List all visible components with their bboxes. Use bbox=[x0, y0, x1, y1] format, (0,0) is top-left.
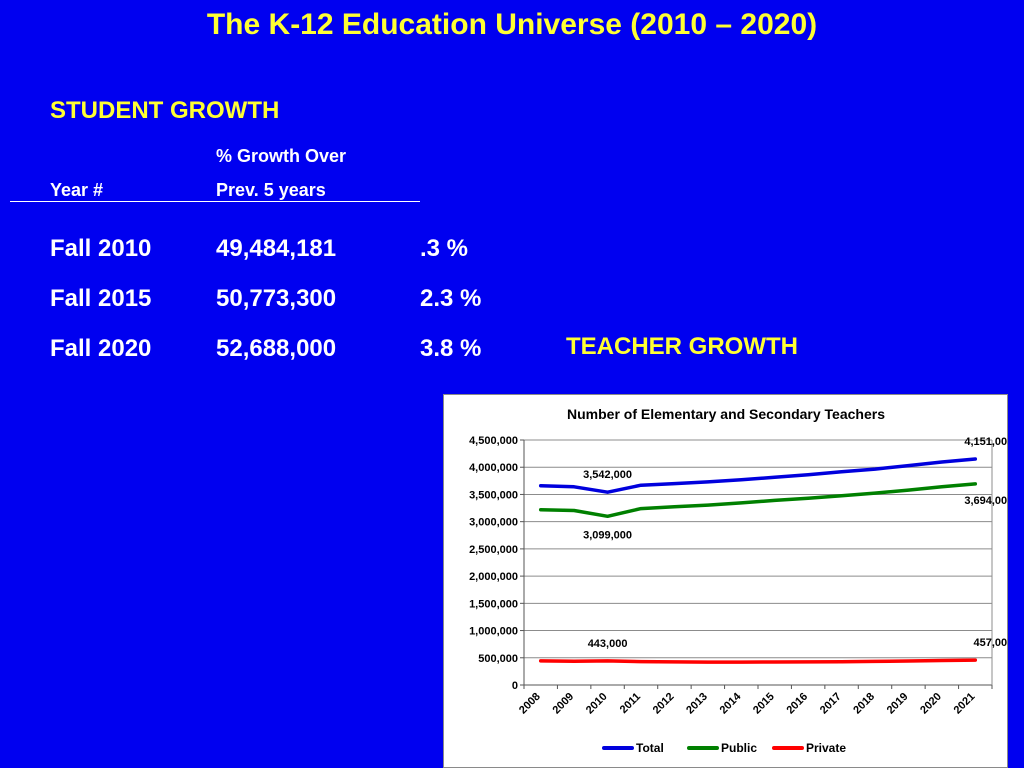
data-label: 443,000 bbox=[588, 638, 628, 650]
teachers-chart: Number of Elementary and Secondary Teach… bbox=[443, 394, 1008, 768]
y-tick-label: 2,000,000 bbox=[469, 571, 518, 583]
row-number: 49,484,181 bbox=[216, 235, 337, 262]
x-tick-label: 2010 bbox=[584, 691, 610, 717]
row-number: 50,773,300 bbox=[216, 285, 337, 312]
y-tick-label: 4,500,000 bbox=[469, 435, 518, 447]
header-divider bbox=[10, 201, 420, 202]
teacher-growth-title: TEACHER GROWTH bbox=[566, 333, 798, 360]
student-row: Fall 2010 49,484,181 .3 % bbox=[0, 235, 560, 265]
y-tick-label: 0 bbox=[512, 680, 518, 692]
slide-title: The K-12 Education Universe (2010 – 2020… bbox=[206, 8, 818, 41]
y-tick-label: 3,000,000 bbox=[469, 517, 518, 529]
student-row: Fall 2015 50,773,300 2.3 % bbox=[0, 285, 560, 315]
y-tick-label: 2,500,000 bbox=[469, 544, 518, 556]
year-number-header: Year # bbox=[50, 180, 104, 200]
x-tick-label: 2014 bbox=[718, 690, 744, 716]
series-line-public bbox=[538, 482, 978, 519]
data-label: 457,000 bbox=[974, 637, 1007, 649]
x-tick-label: 2017 bbox=[818, 691, 844, 717]
legend-label: Public bbox=[721, 741, 757, 755]
x-tick-label: 2016 bbox=[784, 691, 810, 717]
data-labels: 3,542,000 4,151,000 3,099,000 3,694,000 443,… bbox=[583, 436, 1007, 650]
x-tick-label: 2019 bbox=[885, 691, 911, 717]
row-growth: 2.3 % bbox=[420, 285, 482, 312]
x-tick-label: 2015 bbox=[751, 691, 777, 717]
series-line-total bbox=[538, 457, 978, 494]
y-tick-label: 1,500,000 bbox=[469, 598, 518, 610]
series-line-private bbox=[538, 658, 978, 664]
data-label: 3,099,000 bbox=[583, 529, 632, 541]
student-row: Fall 2020 52,688,000 3.8 % bbox=[0, 335, 560, 365]
teachers-line-chart: Number of Elementary and Secondary Teach… bbox=[469, 406, 1007, 755]
y-tick-label: 500,000 bbox=[478, 653, 518, 665]
y-tick-label: 1,000,000 bbox=[469, 626, 518, 638]
legend: Total Public Private bbox=[602, 741, 846, 755]
data-label: 3,694,000 bbox=[964, 495, 1007, 507]
x-tick-label: 2012 bbox=[651, 691, 677, 717]
student-growth-title: STUDENT GROWTH bbox=[50, 97, 280, 124]
row-number: 52,688,000 bbox=[216, 335, 337, 362]
series-lines bbox=[538, 457, 978, 664]
row-year: Fall 2020 bbox=[50, 335, 152, 362]
y-tick-label: 4,000,000 bbox=[469, 462, 518, 474]
x-tick-label: 2009 bbox=[550, 691, 576, 717]
row-growth: 3.8 % bbox=[420, 335, 482, 362]
x-tick-label: 2008 bbox=[517, 691, 543, 717]
row-year: Fall 2015 bbox=[50, 285, 152, 312]
legend-label: Private bbox=[806, 741, 846, 755]
x-tick-label: 2021 bbox=[952, 691, 978, 717]
growth-header-line1: % Growth Over bbox=[216, 146, 347, 166]
gridlines bbox=[524, 439, 992, 686]
row-growth: .3 % bbox=[420, 235, 469, 262]
x-tick-label: 2018 bbox=[851, 691, 877, 717]
row-year: Fall 2010 bbox=[50, 235, 152, 262]
x-tick-label: 2013 bbox=[684, 691, 710, 717]
growth-header-line2: Prev. 5 years bbox=[216, 180, 326, 200]
x-tick-label: 2020 bbox=[918, 691, 944, 717]
chart-title: Number of Elementary and Secondary Teach… bbox=[567, 406, 885, 422]
data-label: 4,151,000 bbox=[964, 436, 1007, 448]
y-tick-label: 3,500,000 bbox=[469, 489, 518, 501]
data-label: 3,542,000 bbox=[583, 469, 632, 481]
x-tick-label: 2011 bbox=[618, 691, 643, 716]
legend-label: Total bbox=[636, 741, 664, 755]
